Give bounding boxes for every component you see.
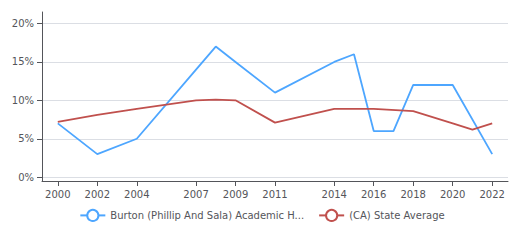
svg-text:2002: 2002	[85, 189, 110, 200]
svg-text:2014: 2014	[322, 189, 347, 200]
svg-text:2020: 2020	[440, 189, 465, 200]
svg-text:2011: 2011	[262, 189, 287, 200]
svg-text:Burton (Phillip And Sala) Acad: Burton (Phillip And Sala) Academic H...	[110, 210, 304, 221]
svg-text:10%: 10%	[12, 95, 34, 106]
svg-text:2022: 2022	[479, 189, 504, 200]
svg-text:(CA) State Average: (CA) State Average	[349, 210, 445, 221]
svg-text:2016: 2016	[361, 189, 386, 200]
svg-text:2009: 2009	[223, 189, 248, 200]
svg-text:2018: 2018	[400, 189, 425, 200]
svg-text:20%: 20%	[12, 18, 34, 29]
svg-text:15%: 15%	[12, 56, 34, 67]
svg-text:0%: 0%	[18, 172, 34, 183]
svg-text:2000: 2000	[45, 189, 70, 200]
svg-text:2004: 2004	[124, 189, 149, 200]
svg-text:2007: 2007	[183, 189, 208, 200]
svg-text:5%: 5%	[18, 133, 34, 144]
